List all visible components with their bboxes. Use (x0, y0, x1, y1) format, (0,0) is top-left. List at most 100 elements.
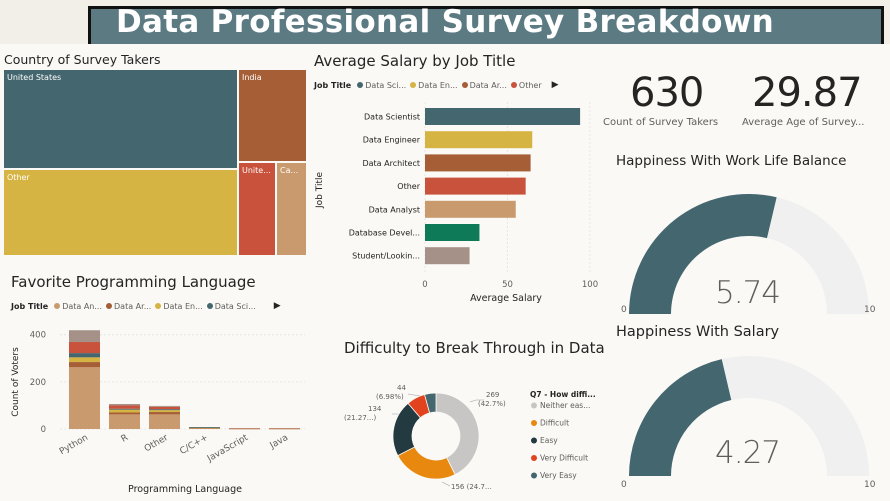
y-category-label: Data Architect (362, 159, 420, 168)
y-category-label: Data Scientist (364, 113, 420, 122)
legend-label: Data En... (418, 80, 458, 90)
donut-label-neither: 269 (486, 391, 499, 399)
treemap-cell-us[interactable]: United States (3, 69, 238, 169)
donut-slice[interactable] (397, 446, 456, 480)
language-bar-segment[interactable] (109, 408, 140, 410)
legend-dot (155, 302, 162, 309)
language-bar-segment[interactable] (269, 428, 300, 430)
y-category-label: Database Devel... (349, 229, 420, 238)
language-x-axis-label: Programming Language (128, 484, 242, 495)
legend-dot (461, 81, 468, 88)
treemap-cell-india[interactable]: India (238, 69, 307, 162)
y-tick-label: 400 (30, 331, 46, 341)
salary-chart-title: Average Salary by Job Title (314, 52, 516, 70)
difficulty-donut-chart: 269 (42.7%) 156 (24.7... 134 (21.27...) … (344, 384, 596, 491)
treemap-cell-canada[interactable]: Ca... (276, 162, 307, 256)
salary-bar[interactable] (425, 154, 531, 172)
donut-legend-item[interactable]: Easy (540, 436, 558, 445)
language-bar-segment[interactable] (109, 414, 140, 429)
x-category-label: JavaScript (205, 433, 250, 465)
legend-next-arrow-icon[interactable]: ▶ (551, 80, 559, 90)
donut-legend-item[interactable]: Difficult (540, 419, 569, 428)
x-tick-label: 0 (422, 280, 427, 290)
salary-bar[interactable] (425, 224, 480, 241)
x-tick-label: 100 (582, 280, 598, 290)
language-bar-segment[interactable] (69, 342, 100, 354)
gauge-salary-max: 10 (864, 480, 876, 490)
header: Data Professional Survey Breakdown (0, 0, 890, 44)
language-bar-segment[interactable] (69, 357, 100, 363)
language-bar-segment[interactable] (109, 405, 140, 409)
salary-bar[interactable] (425, 247, 470, 265)
language-legend-item[interactable]: Data Ar... (106, 302, 151, 311)
language-bar-segment[interactable] (149, 412, 180, 415)
y-category-label: Data Analyst (369, 205, 420, 214)
gauge-fill (629, 194, 777, 314)
donut-slice[interactable] (435, 392, 480, 476)
language-legend-item[interactable]: Data En... (155, 301, 203, 311)
legend-dot (106, 302, 113, 309)
salary-legend-item[interactable]: Data En... (410, 80, 458, 90)
language-bar-segment[interactable] (69, 367, 100, 429)
legend-label: Other (518, 80, 542, 90)
language-bar-segment[interactable] (149, 405, 180, 407)
donut-legend-item[interactable]: Very Easy (540, 471, 577, 480)
legend-label: Data En... (163, 301, 203, 311)
language-legend: Job Title Data An... Data Ar... Data En.… (11, 301, 281, 311)
legend-next-arrow-icon[interactable]: ▶ (273, 301, 281, 311)
language-legend-item[interactable]: Data An... (54, 302, 102, 311)
donut-slice[interactable] (424, 392, 437, 414)
kpi-count-label: Count of Survey Takers (603, 117, 719, 128)
language-bar-segment[interactable] (149, 406, 180, 410)
salary-bar[interactable] (425, 200, 516, 218)
x-tick-label: 50 (502, 280, 513, 290)
language-bar-segment[interactable] (109, 404, 140, 406)
donut-legend-item[interactable]: Neither eas... (540, 401, 590, 410)
treemap-cell-other[interactable]: Other (3, 169, 238, 256)
language-bar-segment[interactable] (189, 427, 220, 428)
donut-legend-dot (531, 402, 537, 409)
treemap-cell-uk[interactable]: Unite... (238, 162, 276, 256)
salary-legend-item[interactable]: Data Ar... (461, 80, 507, 90)
difficulty-chart-title: Difficulty to Break Through in Data (344, 339, 605, 357)
salary-legend-item[interactable]: Other (510, 80, 542, 90)
language-bar-segment[interactable] (189, 427, 220, 429)
language-bar-segment[interactable] (109, 409, 140, 413)
language-y-axis-label: Count of Voters (11, 347, 21, 417)
gauge-wlb-max: 10 (864, 305, 876, 315)
legend-label: Data Ar... (469, 80, 507, 90)
y-tick-label: 0 (41, 425, 46, 435)
donut-legend-dot (531, 472, 537, 479)
gauge-wlb-value: 5.74 (715, 275, 781, 311)
gauge-fill (629, 359, 732, 476)
x-category-label: Other (143, 433, 170, 455)
donut-legend-dot (531, 420, 537, 426)
salary-legend-item[interactable]: Data Sci... (357, 81, 406, 90)
kpi-age-value: 29.87 (752, 70, 863, 116)
x-category-label: C/C++ (178, 433, 210, 457)
y-category-label: Data Engineer (363, 136, 421, 145)
salary-bar[interactable] (425, 108, 581, 125)
y-tick-label: 200 (30, 378, 46, 388)
gauge-wlb-title: Happiness With Work Life Balance (616, 153, 847, 169)
legend-label: Data An... (62, 301, 103, 311)
salary-legend-label: Job Title (314, 80, 352, 90)
salary-x-axis-label: Average Salary (470, 293, 542, 304)
language-legend-item[interactable]: Data Sci... (206, 302, 256, 311)
language-bar-segment[interactable] (149, 409, 180, 411)
language-bar-segment[interactable] (229, 428, 260, 430)
x-category-label: R (120, 433, 130, 445)
donut-label-very-difficult: 44 (397, 384, 406, 392)
language-bar-segment[interactable] (109, 412, 140, 415)
legend-dot (410, 81, 417, 88)
kpi-age-label: Average Age of Survey... (742, 117, 865, 128)
language-bar-segment[interactable] (69, 330, 100, 343)
salary-bar[interactable] (425, 131, 533, 149)
donut-legend-item[interactable]: Very Difficult (540, 454, 588, 463)
salary-bar[interactable] (425, 177, 526, 195)
language-bar-segment[interactable] (149, 414, 180, 429)
language-bar-segment[interactable] (69, 353, 100, 358)
y-category-label: Other (397, 182, 420, 191)
language-bar-segment[interactable] (149, 410, 180, 413)
language-bar-segment[interactable] (69, 362, 100, 368)
